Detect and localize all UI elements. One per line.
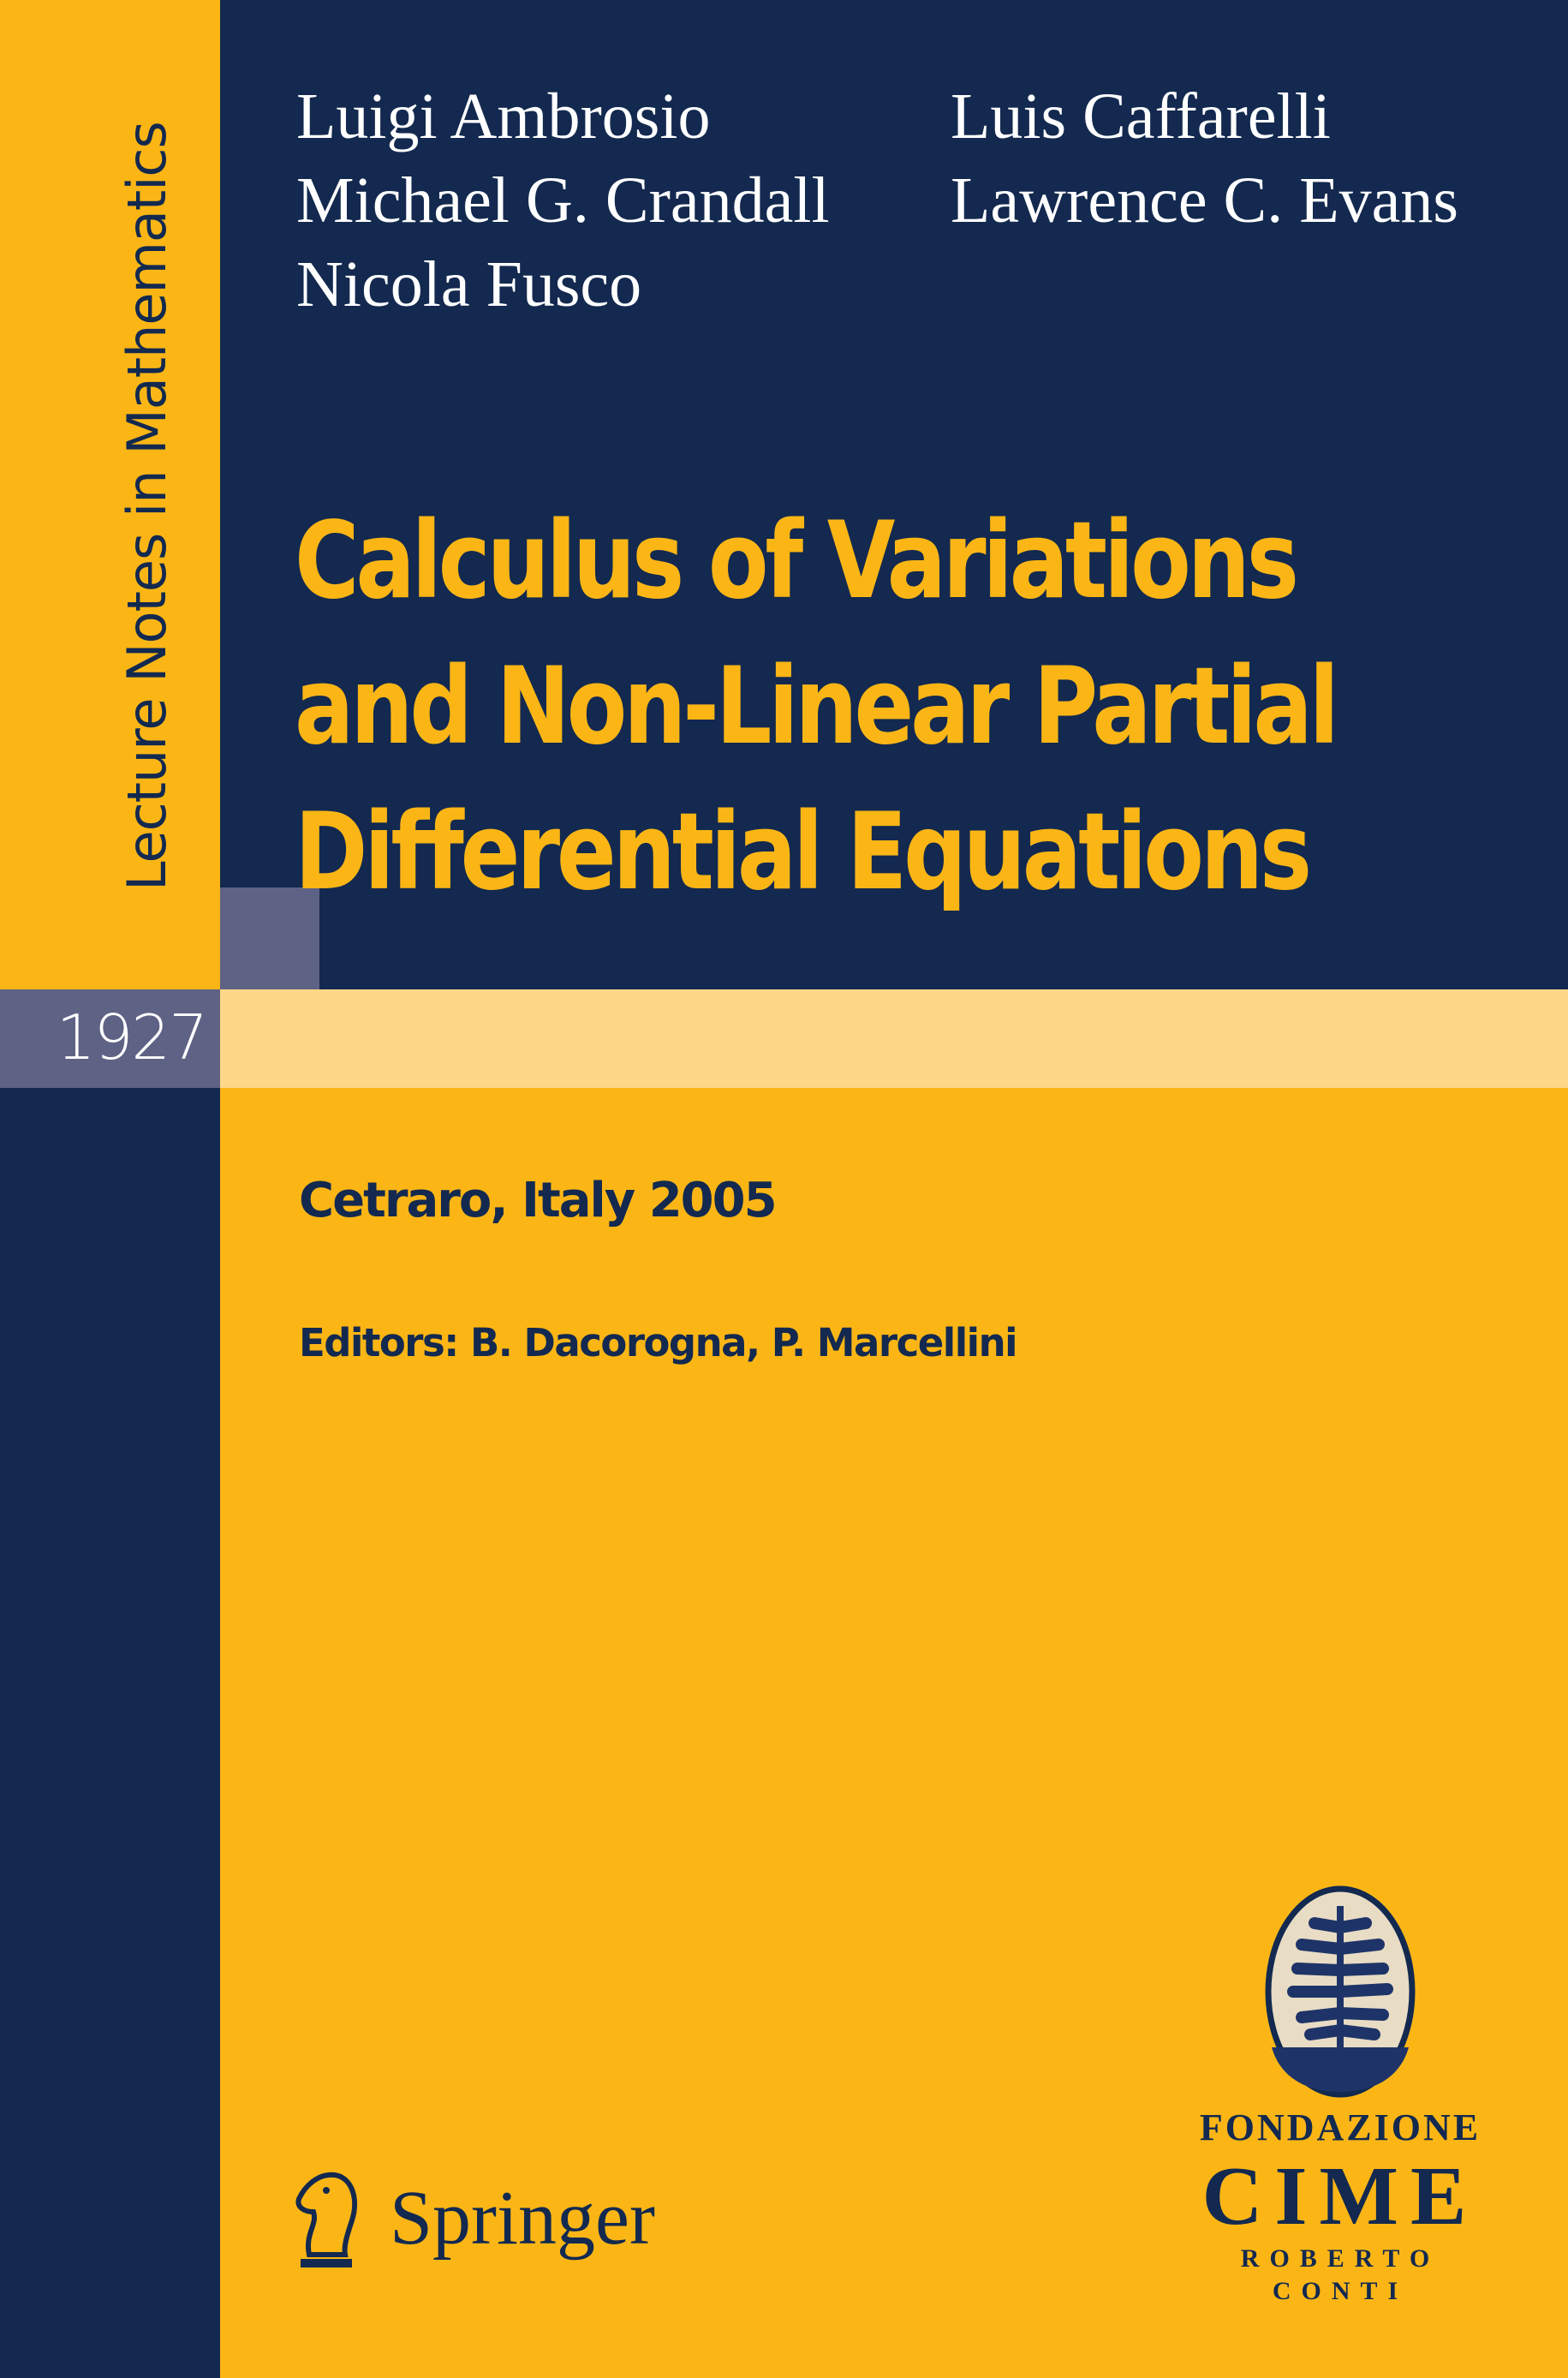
- foundation-line2: CIME: [1201, 2150, 1479, 2243]
- publisher-name: Springer: [390, 2175, 655, 2261]
- title-line: Differential Equations: [295, 791, 1312, 914]
- series-name: Lecture Notes in Mathematics: [116, 122, 178, 891]
- book-title: Calculus of Variations and Non-Linear Pa…: [295, 488, 1468, 925]
- top-panel: [220, 0, 1568, 989]
- decor-band: [220, 989, 1568, 1088]
- decor-square: [220, 887, 319, 989]
- series-spine: [0, 0, 220, 989]
- spine-bottom: [0, 1088, 220, 2378]
- title-line: Calculus of Variations: [295, 499, 1299, 623]
- conference-place: Cetraro, Italy 2005: [299, 1173, 778, 1228]
- author: Luis Caffarelli: [951, 81, 1331, 152]
- author: Lawrence C. Evans: [951, 164, 1458, 236]
- main-panel: [220, 1088, 1568, 2378]
- volume-number: 1927: [56, 1001, 208, 1073]
- springer-knight-icon: [295, 2172, 358, 2267]
- author: Luigi Ambrosio: [296, 81, 711, 152]
- author: Nicola Fusco: [296, 248, 642, 320]
- title-line: and Non-Linear Partial: [295, 645, 1339, 768]
- foundation-line3: Roberto Conti: [1240, 2244, 1440, 2305]
- editors: Editors: B. Dacorogna, P. Marcellini: [299, 1320, 1018, 1365]
- springer-logo: Springer: [283, 2165, 655, 2272]
- volume-box: [0, 989, 220, 1088]
- author: Michael G. Crandall: [296, 164, 830, 236]
- cime-logo: Fondazione CIME Roberto Conti: [1173, 1885, 1507, 2308]
- foundation-line1: Fondazione: [1199, 2106, 1482, 2148]
- tree-oval-icon: [1265, 1885, 1416, 2098]
